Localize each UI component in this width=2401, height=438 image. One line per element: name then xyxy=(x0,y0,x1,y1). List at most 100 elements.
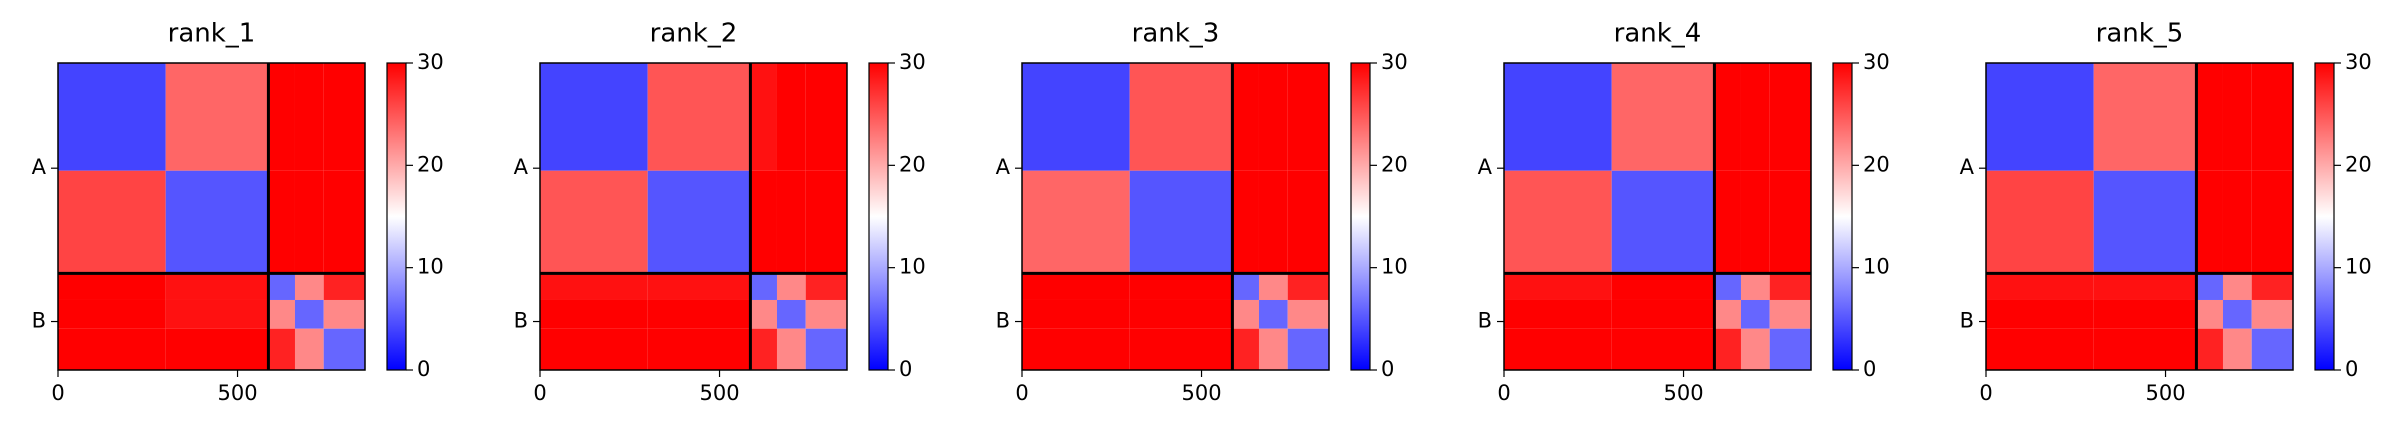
heatmap-cell xyxy=(268,63,295,171)
heatmap-cell xyxy=(1769,273,1811,300)
heatmap-cell xyxy=(647,299,751,329)
heatmap-cell xyxy=(2222,63,2252,171)
colorbar-tick-label: 20 xyxy=(2345,152,2372,176)
heatmap-cell xyxy=(1022,299,1130,329)
heatmap-cell xyxy=(268,170,295,274)
heatmap-cell xyxy=(1986,299,2094,329)
heatmap-cell xyxy=(805,299,847,329)
heatmap-cell xyxy=(1769,328,1811,370)
heatmap-cell xyxy=(540,63,648,171)
colorbar-tick-label: 0 xyxy=(417,357,430,381)
heatmap-cell xyxy=(2196,63,2223,171)
heatmap-cell xyxy=(1504,63,1612,171)
heatmap-cell xyxy=(1986,170,2094,274)
panel-title: rank_1 xyxy=(168,19,256,49)
heatmap-cell xyxy=(805,328,847,370)
y-tick-label: B xyxy=(996,309,1010,333)
heatmap-cell xyxy=(58,299,166,329)
heatmap-cell xyxy=(776,63,806,171)
colorbar-tick-label: 10 xyxy=(899,255,926,279)
colorbar-tick-label: 30 xyxy=(2345,50,2372,74)
x-tick-label: 500 xyxy=(217,381,257,405)
heatmap-cell xyxy=(1714,273,1741,300)
colorbar-tick-label: 30 xyxy=(417,50,444,74)
heatmap-cell xyxy=(2196,170,2223,274)
heatmap-cell xyxy=(323,273,365,300)
heatmap-cell xyxy=(750,170,777,274)
heatmap-cell xyxy=(1232,170,1259,274)
heatmap-cell xyxy=(323,299,365,329)
heatmap-cell xyxy=(165,170,269,274)
colorbar-tick-label: 10 xyxy=(417,255,444,279)
heatmap-cell xyxy=(1714,63,1741,171)
axes-frame xyxy=(57,62,366,371)
panel: rank_4 0 500 A B 0 10 20 30 xyxy=(1478,19,1890,406)
y-tick-label: A xyxy=(1478,155,1493,179)
heatmap-cell xyxy=(1740,328,1770,370)
heatmap-cell xyxy=(58,273,166,300)
heatmap-cell xyxy=(268,273,295,300)
heatmap-cell xyxy=(294,63,324,171)
colorbar-tick-label: 20 xyxy=(1863,152,1890,176)
heatmap-cell xyxy=(805,273,847,300)
heatmap-cell xyxy=(1611,273,1715,300)
heatmap-cell xyxy=(2222,273,2252,300)
heatmap-cell xyxy=(1504,170,1612,274)
heatmap-cell xyxy=(1611,328,1715,370)
heatmap-cell xyxy=(2093,299,2197,329)
heatmap-cell xyxy=(647,273,751,300)
heatmap-cell xyxy=(2093,273,2197,300)
colorbar-tick-label: 30 xyxy=(1863,50,1890,74)
heatmap-cell xyxy=(1287,299,1329,329)
heatmap-cell xyxy=(58,63,166,171)
heatmap-cell xyxy=(268,328,295,370)
heatmap-cell xyxy=(1504,299,1612,329)
heatmap-cell xyxy=(2093,170,2197,274)
heatmap-cell xyxy=(776,273,806,300)
heatmap-cell xyxy=(805,170,847,274)
axes-frame xyxy=(1503,62,1812,371)
heatmap-cell xyxy=(294,273,324,300)
heatmap-cell xyxy=(1232,299,1259,329)
x-tick-label: 500 xyxy=(2145,381,2185,405)
heatmap-cell xyxy=(1022,63,1130,171)
colorbar-tick-label: 0 xyxy=(1381,357,1394,381)
heatmap-cell xyxy=(1714,299,1741,329)
heatmap-cell xyxy=(294,170,324,274)
colorbar-tick-label: 20 xyxy=(1381,152,1408,176)
heatmap-cell xyxy=(165,63,269,171)
heatmap-cell xyxy=(1287,170,1329,274)
heatmap-cell xyxy=(2251,63,2293,171)
heatmap-cell xyxy=(2196,299,2223,329)
heatmap-cell xyxy=(776,299,806,329)
heatmap-cell xyxy=(1129,170,1233,274)
heatmap-cell xyxy=(750,299,777,329)
heatmap-cell xyxy=(1258,328,1288,370)
x-tick-label: 500 xyxy=(1663,381,1703,405)
heatmap-cell xyxy=(2222,170,2252,274)
heatmap-cell xyxy=(1232,328,1259,370)
heatmap-cell xyxy=(1714,328,1741,370)
heatmap-cell xyxy=(1287,273,1329,300)
axes-frame xyxy=(539,62,848,371)
colorbar xyxy=(2314,62,2335,371)
heatmap-cell xyxy=(1611,170,1715,274)
heatmap-cell xyxy=(1232,63,1259,171)
heatmap-cell xyxy=(1258,170,1288,274)
heatmap-cell xyxy=(1022,273,1130,300)
panel: rank_2 0 500 A B 0 10 20 30 xyxy=(514,19,926,406)
heatmap-cell xyxy=(2093,328,2197,370)
heatmap-cell xyxy=(750,273,777,300)
heatmap-cell xyxy=(323,170,365,274)
heatmap-cell xyxy=(1611,63,1715,171)
heatmap-cell xyxy=(647,328,751,370)
heatmap-cell xyxy=(1287,328,1329,370)
heatmap-cell xyxy=(1986,63,2094,171)
heatmap-cell xyxy=(1740,273,1770,300)
colorbar-tick-label: 10 xyxy=(1863,255,1890,279)
colorbar-tick-label: 10 xyxy=(1381,255,1408,279)
panel-title: rank_3 xyxy=(1132,19,1220,49)
panel: rank_3 0 500 A B 0 10 20 30 xyxy=(996,19,1408,406)
colorbar xyxy=(1832,62,1853,371)
colorbar-tick-label: 30 xyxy=(1381,50,1408,74)
